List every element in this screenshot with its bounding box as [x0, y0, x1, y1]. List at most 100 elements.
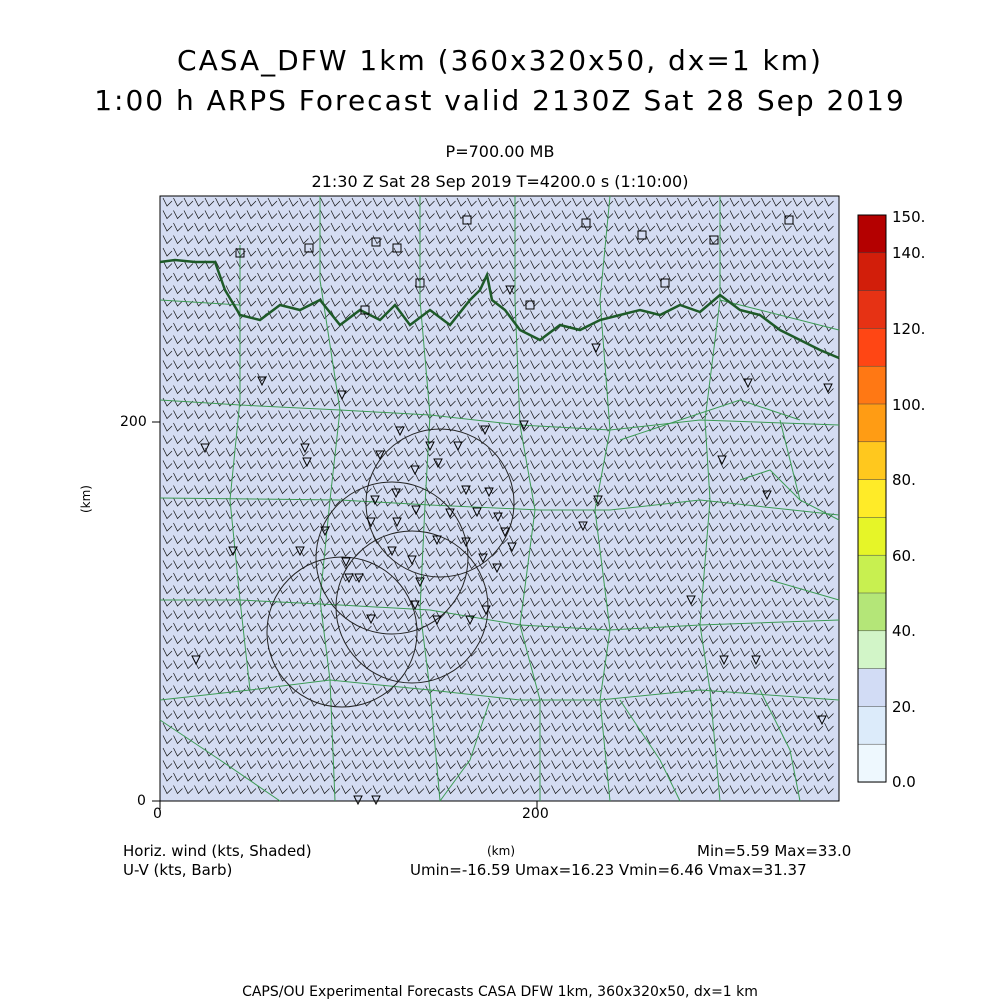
station-square-marker	[581, 218, 591, 228]
x-axis-label: (km)	[487, 844, 516, 858]
station-triangle-marker	[461, 485, 471, 496]
station-triangle-marker	[445, 508, 455, 519]
colorbar-swatch	[857, 554, 887, 594]
station-square-marker	[784, 215, 794, 225]
station-triangle-marker	[505, 285, 515, 296]
station-triangle-marker	[366, 614, 376, 625]
station-triangle-marker	[493, 512, 503, 523]
station-triangle-marker	[823, 383, 833, 394]
station-triangle-marker	[719, 655, 729, 666]
station-triangle-marker	[465, 615, 475, 626]
station-triangle-marker	[461, 537, 471, 548]
footer-credit: CAPS/OU Experimental Forecasts CASA DFW …	[242, 984, 758, 1000]
station-square-marker	[371, 237, 381, 247]
station-triangle-marker	[415, 577, 425, 588]
station-square-marker	[525, 300, 535, 310]
colorbar-swatch	[857, 365, 887, 405]
colorbar-swatch	[857, 290, 887, 329]
colorbar	[857, 214, 887, 783]
colorbar-label-100: 100.	[892, 396, 926, 414]
station-triangle-marker	[593, 495, 603, 506]
pressure-level: P=700.00 MB	[445, 142, 555, 161]
colorbar-swatch	[857, 403, 887, 443]
station-triangle-marker	[425, 441, 435, 452]
station-triangle-marker	[337, 390, 347, 401]
radar-range-rings	[266, 428, 515, 708]
colorbar-label-60: 60.	[892, 547, 916, 565]
station-triangle-marker	[472, 507, 482, 518]
station-triangle-marker	[191, 655, 201, 666]
wind-barbs	[162, 197, 834, 795]
colorbar-swatch	[857, 328, 887, 367]
x-tick-200: 200	[522, 806, 549, 822]
station-triangle-marker	[300, 443, 310, 454]
valid-time: 21:30 Z Sat 28 Sep 2019 T=4200.0 s (1:10…	[311, 172, 689, 191]
colorbar-swatch	[857, 743, 887, 783]
station-triangle-marker	[371, 795, 381, 806]
field-shaded-label: Horiz. wind (kts, Shaded)	[123, 842, 312, 860]
colorbar-label-20: 20.	[892, 698, 916, 716]
y-tick-200: 200	[120, 414, 147, 430]
colorbar-swatch	[857, 252, 887, 292]
station-triangle-marker	[354, 573, 364, 584]
station-triangle-marker	[341, 557, 351, 568]
colorbar-frame	[857, 214, 887, 783]
colorbar-swatch	[857, 630, 887, 670]
colorbar-label-40: 40.	[892, 622, 916, 640]
station-triangle-marker	[492, 563, 502, 574]
station-triangle-marker	[519, 420, 529, 431]
station-triangle-marker	[500, 527, 510, 538]
colorbar-swatch	[857, 441, 887, 481]
station-triangle-marker	[395, 426, 405, 437]
station-triangle-marker	[295, 546, 305, 557]
station-square-marker	[709, 235, 719, 245]
station-square-marker	[637, 230, 647, 240]
station-triangle-marker	[762, 490, 772, 501]
colorbar-swatch	[857, 517, 887, 556]
y-tick-0: 0	[137, 793, 146, 809]
station-triangle-marker	[370, 495, 380, 506]
station-triangle-marker	[392, 517, 402, 528]
colorbar-label-140: 140.	[892, 244, 926, 262]
station-triangle-marker	[481, 605, 491, 616]
colorbar-swatch	[857, 668, 887, 707]
station-triangle-marker	[478, 553, 488, 564]
station-square-marker	[235, 248, 245, 258]
colorbar-swatch	[857, 706, 887, 745]
station-triangle-marker	[432, 615, 442, 626]
x-tick-0: 0	[153, 806, 162, 822]
station-square-marker	[660, 278, 670, 288]
station-triangle-marker	[578, 521, 588, 532]
station-triangle-marker	[411, 505, 421, 516]
station-triangle-marker	[387, 546, 397, 557]
station-triangle-marker	[375, 450, 385, 461]
colorbar-label-0: 0.0	[892, 773, 916, 791]
colorbar-swatch	[857, 592, 887, 632]
station-triangle-marker	[200, 443, 210, 454]
min-max-stats: Min=5.59 Max=33.0	[697, 842, 852, 860]
station-triangle-marker	[484, 487, 494, 498]
station-triangle-marker	[391, 488, 401, 499]
uv-stats: Umin=-16.59 Umax=16.23 Vmin=6.46 Vmax=31…	[410, 861, 807, 879]
title-line-2: 1:00 h ARPS Forecast valid 2130Z Sat 28 …	[94, 84, 906, 117]
station-triangle-marker	[302, 457, 312, 468]
y-axis-label: (km)	[79, 484, 94, 514]
station-triangle-marker	[228, 546, 238, 557]
station-triangle-marker	[344, 573, 354, 584]
observation-stations	[191, 215, 833, 806]
station-triangle-marker	[410, 600, 420, 611]
station-triangle-marker	[432, 535, 442, 546]
station-triangle-marker	[353, 795, 363, 806]
station-square-marker	[415, 278, 425, 288]
colorbar-label-150: 150.	[892, 208, 926, 226]
colorbar-label-120: 120.	[892, 320, 926, 338]
station-triangle-marker	[320, 526, 330, 537]
station-triangle-marker	[453, 441, 463, 452]
station-square-marker	[462, 215, 472, 225]
station-square-marker	[304, 243, 314, 253]
station-triangle-marker	[751, 655, 761, 666]
colorbar-label-80: 80.	[892, 471, 916, 489]
title-line-1: CASA_DFW 1km (360x320x50, dx=1 km)	[177, 44, 823, 77]
station-triangle-marker	[717, 455, 727, 466]
